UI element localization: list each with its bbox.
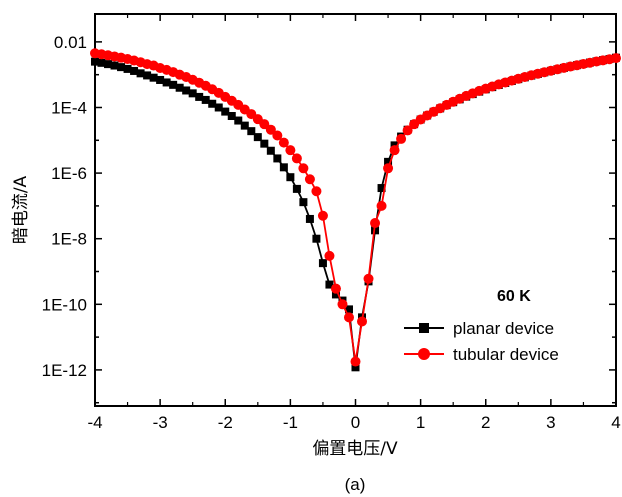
data-point-square	[162, 78, 171, 87]
y-tick-label: 1E-4	[51, 98, 87, 117]
data-point-circle	[330, 283, 341, 294]
data-point-circle	[611, 53, 621, 64]
series-tubular	[90, 48, 621, 367]
data-point-square	[286, 173, 295, 182]
data-point-circle	[376, 200, 387, 211]
data-point-circle	[278, 137, 289, 148]
data-point-square	[266, 146, 275, 155]
data-point-circle	[285, 145, 296, 156]
data-point-circle	[389, 145, 400, 156]
data-point-square	[143, 71, 152, 80]
data-point-square	[110, 61, 119, 70]
x-axis: -4 -3 -2 -1 0 1 2 3 4	[87, 14, 621, 432]
x-tick-label: -4	[87, 413, 102, 432]
x-tick-label: 0	[351, 413, 360, 432]
data-point-square	[91, 57, 99, 66]
data-point-square	[208, 99, 217, 108]
data-point-square	[305, 214, 314, 223]
data-point-circle	[317, 210, 328, 221]
x-tick-label: -2	[218, 413, 233, 432]
data-point-circle	[259, 119, 270, 130]
data-point-square	[377, 184, 386, 193]
data-point-square	[221, 107, 230, 116]
legend-item-planar: planar device	[404, 319, 554, 338]
legend-marker-square	[419, 323, 429, 333]
y-axis-title: 暗电流/A	[11, 175, 31, 244]
data-point-square	[188, 89, 197, 98]
data-point-circle	[291, 153, 302, 164]
data-point-square	[312, 234, 321, 243]
data-point-square	[351, 363, 360, 372]
data-point-square	[130, 66, 139, 75]
y-tick-label: 0.01	[54, 33, 87, 52]
data-point-circle	[402, 125, 413, 136]
y-tick-label: 1E-8	[51, 230, 87, 249]
data-point-square	[136, 69, 145, 78]
data-point-square	[201, 95, 210, 104]
x-tick-label: -1	[283, 413, 298, 432]
data-point-square	[234, 116, 243, 125]
data-point-circle	[304, 174, 315, 185]
data-point-circle	[311, 186, 322, 197]
data-point-circle	[396, 133, 407, 144]
x-tick-label: -3	[153, 413, 168, 432]
data-point-square	[299, 198, 308, 207]
data-point-circle	[350, 356, 361, 367]
data-point-square	[260, 139, 269, 148]
data-point-square	[227, 112, 236, 121]
data-point-circle	[370, 218, 381, 229]
legend-label-planar: planar device	[453, 319, 554, 338]
series-line	[94, 52, 617, 362]
x-tick-label: 4	[611, 413, 620, 432]
data-point-square	[279, 163, 288, 172]
data-point-square	[331, 290, 340, 299]
x-tick-label: 2	[481, 413, 490, 432]
data-point-square	[384, 157, 393, 166]
data-point-square	[104, 60, 113, 69]
figure-caption: (a)	[345, 475, 366, 494]
data-point-square	[123, 64, 132, 73]
data-point-square	[214, 103, 223, 112]
data-point-circle	[357, 316, 368, 327]
data-point-square	[325, 280, 334, 289]
data-point-circle	[343, 312, 354, 323]
data-point-circle	[265, 124, 276, 135]
data-point-circle	[272, 130, 283, 141]
data-point-circle	[337, 299, 348, 310]
data-point-circle	[298, 163, 309, 174]
data-point-square	[273, 154, 282, 163]
y-axis: 0.01 1E-4 1E-6 1E-8 1E-10 1E-12	[42, 33, 616, 404]
data-point-square	[344, 305, 353, 314]
y-tick-label: 1E-10	[42, 295, 87, 314]
x-axis-title: 偏置电压/V	[312, 439, 398, 459]
data-point-circle	[324, 250, 335, 261]
data-point-square	[97, 58, 106, 67]
y-tick-label: 1E-6	[51, 164, 87, 183]
data-point-square	[318, 259, 327, 268]
data-point-square	[292, 184, 301, 193]
legend: planar device tubular device	[404, 319, 559, 364]
data-point-square	[195, 92, 204, 101]
legend-label-tubular: tubular device	[453, 345, 559, 364]
data-point-circle	[363, 273, 374, 284]
data-point-square	[117, 63, 126, 72]
data-point-circle	[383, 163, 394, 174]
data-point-square	[247, 127, 256, 136]
data-point-square	[240, 121, 249, 130]
legend-item-tubular: tubular device	[404, 345, 559, 364]
legend-marker-circle	[418, 348, 430, 360]
data-point-square	[253, 133, 262, 142]
data-point-square	[182, 86, 191, 95]
x-tick-label: 1	[416, 413, 425, 432]
temperature-annotation: 60 K	[497, 288, 531, 305]
data-point-square	[169, 80, 178, 89]
series-layer	[90, 48, 621, 372]
y-tick-label: 1E-12	[42, 361, 87, 380]
x-tick-label: 3	[546, 413, 555, 432]
data-point-square	[149, 73, 158, 82]
data-point-square	[175, 83, 184, 92]
data-point-square	[156, 75, 165, 84]
